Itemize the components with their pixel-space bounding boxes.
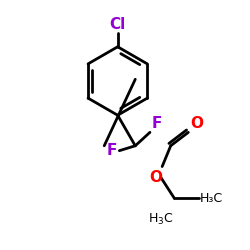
Text: O: O [150, 170, 162, 185]
Text: F: F [107, 143, 118, 158]
Text: H₃C: H₃C [200, 192, 223, 205]
Text: Cl: Cl [110, 17, 126, 32]
Text: F: F [151, 116, 162, 131]
Text: O: O [190, 116, 203, 131]
Text: H$_3$C: H$_3$C [148, 212, 174, 227]
